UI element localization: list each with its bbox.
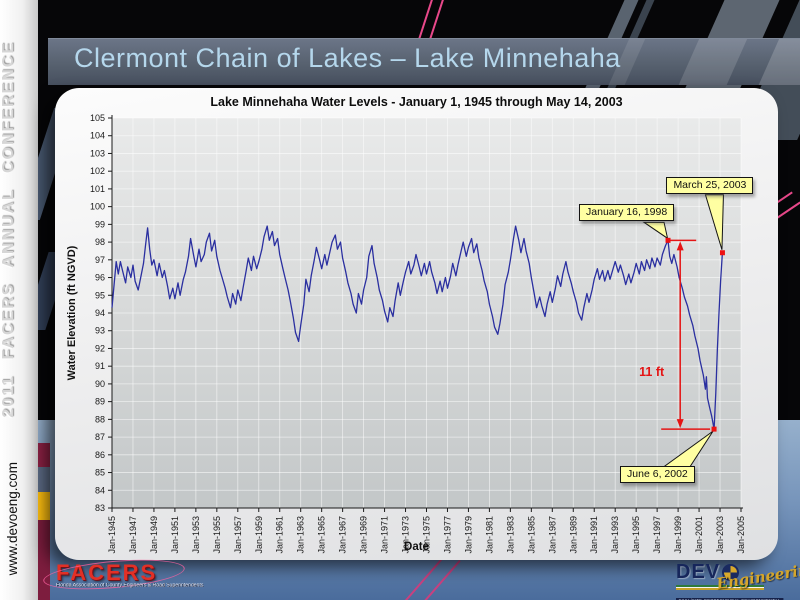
svg-text:83: 83 [95,503,105,513]
conference-vertical-text: 2011 FACERS ANNUAL CONFERENCE [0,40,17,418]
pink-line-decoration [417,0,435,44]
annotation-january-16-1998: January 16, 1998 [579,204,675,222]
svg-text:Jan-2005: Jan-2005 [736,516,746,554]
svg-text:102: 102 [90,166,105,176]
slide-title-bar: Clermont Chain of Lakes – Lake Minnehaha [48,38,800,85]
svg-text:Jan-1977: Jan-1977 [442,516,452,554]
svg-text:Jan-1997: Jan-1997 [652,516,662,554]
svg-text:99: 99 [95,219,105,229]
chart-panel: 83 84 85 86 87 88 89 90 91 92 93 94 95 96 97 98 99 100 101… [55,88,778,560]
svg-text:Jan-1987: Jan-1987 [547,516,557,554]
accent-color-strip [38,443,50,600]
x-axis-title: Date [404,541,429,553]
svg-text:Jan-1965: Jan-1965 [317,516,327,554]
svg-text:Jan-1979: Jan-1979 [463,516,473,554]
y-axis-title: Water Elevation (ft NGVD) [66,245,78,381]
chart-title: Lake Minnehaha Water Levels - January 1,… [210,95,623,109]
devo-compass-icon [722,564,740,581]
svg-text:90: 90 [95,379,105,389]
svg-text:Jan-1949: Jan-1949 [149,516,159,554]
measure-11ft-label: 11 ft [639,365,665,379]
svg-text:Jan-2001: Jan-2001 [694,516,704,554]
svg-text:91: 91 [95,361,105,371]
svg-text:101: 101 [90,184,105,194]
titlebar-streak-decoration [672,39,752,85]
annotation-june-6-2002: June 6, 2002 [620,466,695,484]
website-vertical-text: www.devoeng.com [5,462,20,576]
svg-text:Jan-1999: Jan-1999 [673,516,683,554]
svg-text:94: 94 [95,308,105,318]
svg-text:103: 103 [90,148,105,158]
svg-text:84: 84 [95,485,105,495]
svg-text:Jan-1963: Jan-1963 [296,516,306,554]
sidebar: 2011 FACERS ANNUAL CONFERENCE www.devoen… [0,0,38,600]
svg-text:Jan-1995: Jan-1995 [631,516,641,554]
svg-text:Jan-1955: Jan-1955 [212,516,222,554]
svg-text:Jan-1953: Jan-1953 [191,516,201,554]
devo-stripes-decoration [676,585,764,590]
svg-text:Jan-1959: Jan-1959 [254,516,264,554]
facers-tagline: Florida Association of County Engineers … [56,583,204,589]
svg-text:Jan-1975: Jan-1975 [422,516,432,554]
svg-text:104: 104 [90,131,105,141]
svg-text:89: 89 [95,397,105,407]
facers-logo: FACERS Florida Association of County Eng… [42,554,229,595]
svg-text:Jan-1973: Jan-1973 [401,516,411,554]
svg-text:Jan-1957: Jan-1957 [233,516,243,554]
svg-text:95: 95 [95,290,105,300]
svg-text:100: 100 [90,202,105,212]
facers-logo-text: FACERS [56,560,158,585]
svg-text:Jan-1945: Jan-1945 [107,516,117,554]
svg-text:Jan-1951: Jan-1951 [170,516,180,554]
svg-text:97: 97 [95,255,105,265]
svg-text:Jan-1947: Jan-1947 [128,516,138,554]
devo-logo: DEV CIVIL/SITE GEOTECHNICAL ENVIRONMENTA… [676,559,800,600]
svg-text:Jan-1967: Jan-1967 [338,516,348,554]
devo-logo-text: DEV [676,561,721,583]
svg-text:Jan-1971: Jan-1971 [380,516,390,554]
svg-text:Jan-1993: Jan-1993 [610,516,620,554]
water-level-chart: 83 84 85 86 87 88 89 90 91 92 93 94 95 96 97 98 99 100 101… [90,113,746,554]
titlebar-streak-decoration [752,39,800,85]
svg-text:85: 85 [95,468,105,478]
svg-text:105: 105 [90,113,105,123]
annotation-march-25-2003: March 25, 2003 [666,176,754,194]
svg-text:Jan-1969: Jan-1969 [359,516,369,554]
svg-text:88: 88 [95,414,105,424]
svg-text:86: 86 [95,450,105,460]
svg-text:98: 98 [95,237,105,247]
svg-text:Jan-1961: Jan-1961 [275,516,285,554]
svg-text:92: 92 [95,343,105,353]
svg-text:Jan-1989: Jan-1989 [568,516,578,554]
svg-text:96: 96 [95,273,105,283]
svg-text:Jan-1983: Jan-1983 [505,516,515,554]
svg-text:Jan-1981: Jan-1981 [484,516,494,554]
svg-text:93: 93 [95,326,105,336]
devo-caption: CIVIL/SITE GEOTECHNICAL ENVIRONMENTAL [676,598,784,600]
svg-text:Jan-2003: Jan-2003 [715,516,725,554]
slide-title: Clermont Chain of Lakes – Lake Minnehaha [74,43,621,73]
svg-text:Jan-1985: Jan-1985 [526,516,536,554]
svg-text:87: 87 [95,432,105,442]
svg-text:Jan-1991: Jan-1991 [589,516,599,554]
